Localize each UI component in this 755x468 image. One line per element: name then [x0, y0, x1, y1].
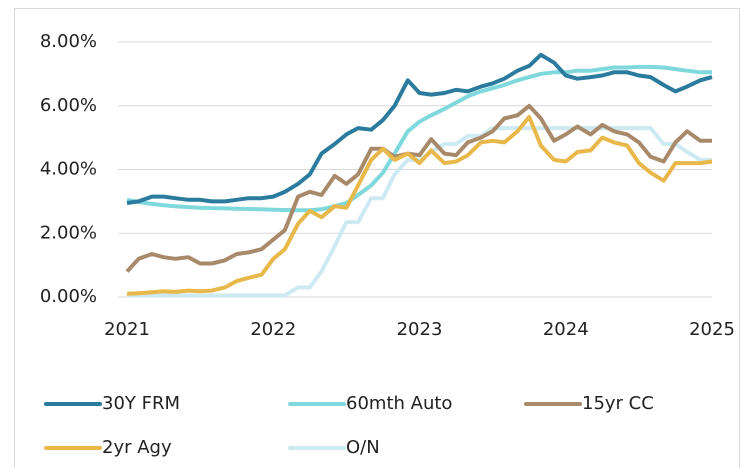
legend-label: 60mth Auto [346, 393, 452, 414]
series-line [126, 52, 713, 205]
legend-label: 30Y FRM [102, 393, 180, 414]
series-line [126, 64, 712, 213]
x-tick-label: 2024 [543, 319, 589, 340]
x-tick-label: 2025 [689, 319, 735, 340]
y-tick-label: 2.00% [40, 222, 97, 243]
y-tick-label: 8.00% [40, 31, 97, 52]
y-tick-label: 6.00% [40, 95, 97, 116]
y-tick-label: 0.00% [40, 286, 97, 307]
chart-frame [14, 8, 740, 468]
x-tick-label: 2023 [397, 319, 443, 340]
legend-label: 2yr Agy [102, 437, 172, 458]
series-line [127, 126, 712, 298]
x-tick-label: 2022 [250, 319, 296, 340]
legend-label: O/N [346, 437, 380, 458]
series-line [126, 114, 713, 296]
series-line [125, 103, 712, 273]
x-tick-label: 2021 [104, 319, 150, 340]
legend-label: 15yr CC [582, 393, 654, 414]
y-tick-label: 4.00% [40, 159, 97, 180]
